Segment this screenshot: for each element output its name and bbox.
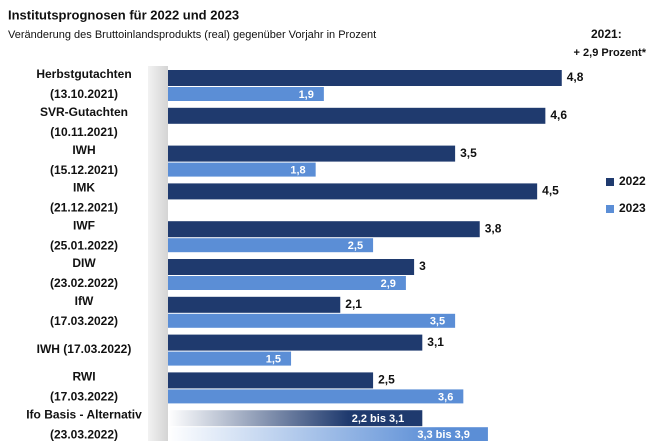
category-label: (15.12.2021) (50, 163, 118, 177)
value-label: 2,1 (345, 297, 362, 311)
value-label: 4,5 (542, 184, 559, 198)
bar (168, 162, 316, 177)
category-label: Ifo Basis - Alternativ (26, 407, 142, 421)
value-label: 1,8 (290, 165, 305, 177)
category-label: IMK (73, 181, 95, 195)
bar (168, 221, 480, 238)
value-label: 3,6 (438, 391, 453, 403)
category-label: (21.12.2021) (50, 201, 118, 215)
category-label: (23.02.2022) (50, 276, 118, 290)
category-label: (25.01.2022) (50, 238, 118, 252)
value-label: 3,3 bis 3,9 (417, 429, 470, 441)
bar (168, 410, 423, 427)
value-label: 4,6 (550, 108, 567, 122)
bar (168, 107, 546, 124)
category-label: IWH (72, 143, 95, 157)
annotation: + 2,9 Prozent* (574, 47, 647, 59)
value-label: 1,5 (266, 354, 281, 366)
category-label: IfW (75, 294, 94, 308)
bar (168, 259, 415, 275)
bar (168, 313, 456, 328)
category-label: (10.11.2021) (50, 125, 117, 139)
bar (168, 427, 488, 441)
category-label: DIW (72, 256, 96, 270)
value-label: 2,5 (378, 373, 395, 387)
value-label: 2,9 (381, 278, 396, 290)
chart-subtitle: Veränderung des Bruttoinlandsprodukts (r… (8, 29, 376, 41)
annotation: 2021: (591, 27, 622, 41)
bar (168, 276, 406, 290)
legend-label: 2022 (619, 174, 646, 188)
bar (168, 183, 538, 200)
category-label: (23.03.2022) (50, 427, 118, 441)
value-label: 1,9 (299, 89, 314, 101)
bar (168, 351, 292, 366)
value-label: 3,5 (460, 146, 477, 160)
category-label: Herbstgutachten (36, 67, 131, 81)
value-label: 2,5 (348, 240, 363, 252)
category-label: (13.10.2021) (50, 87, 118, 101)
category-label: (17.03.2022) (50, 314, 118, 328)
axis-strip (148, 66, 168, 441)
bar (168, 372, 374, 389)
bar (168, 145, 456, 162)
legend-label: 2023 (619, 201, 646, 215)
category-label: (17.03.2022) (50, 390, 118, 404)
bar (168, 70, 562, 86)
category-label: IWF (73, 218, 95, 232)
bar (168, 238, 374, 253)
value-label: 3,1 (427, 335, 444, 349)
value-label: 3,8 (485, 221, 502, 235)
value-label: 2,2 bis 3,1 (352, 413, 405, 425)
value-label: 3 (419, 259, 426, 273)
category-label: SVR-Gutachten (40, 105, 128, 119)
bar (168, 296, 341, 313)
value-label: 3,5 (430, 316, 445, 328)
bar (168, 87, 324, 101)
category-label: IWH (17.03.2022) (37, 342, 132, 356)
legend-swatch (606, 205, 614, 213)
chart-title: Institutsprognosen für 2022 und 2023 (8, 7, 239, 22)
category-label: RWI (72, 370, 95, 384)
value-label: 4,8 (567, 70, 584, 84)
bar (168, 389, 464, 404)
bar (168, 334, 423, 351)
legend-swatch (606, 178, 614, 186)
